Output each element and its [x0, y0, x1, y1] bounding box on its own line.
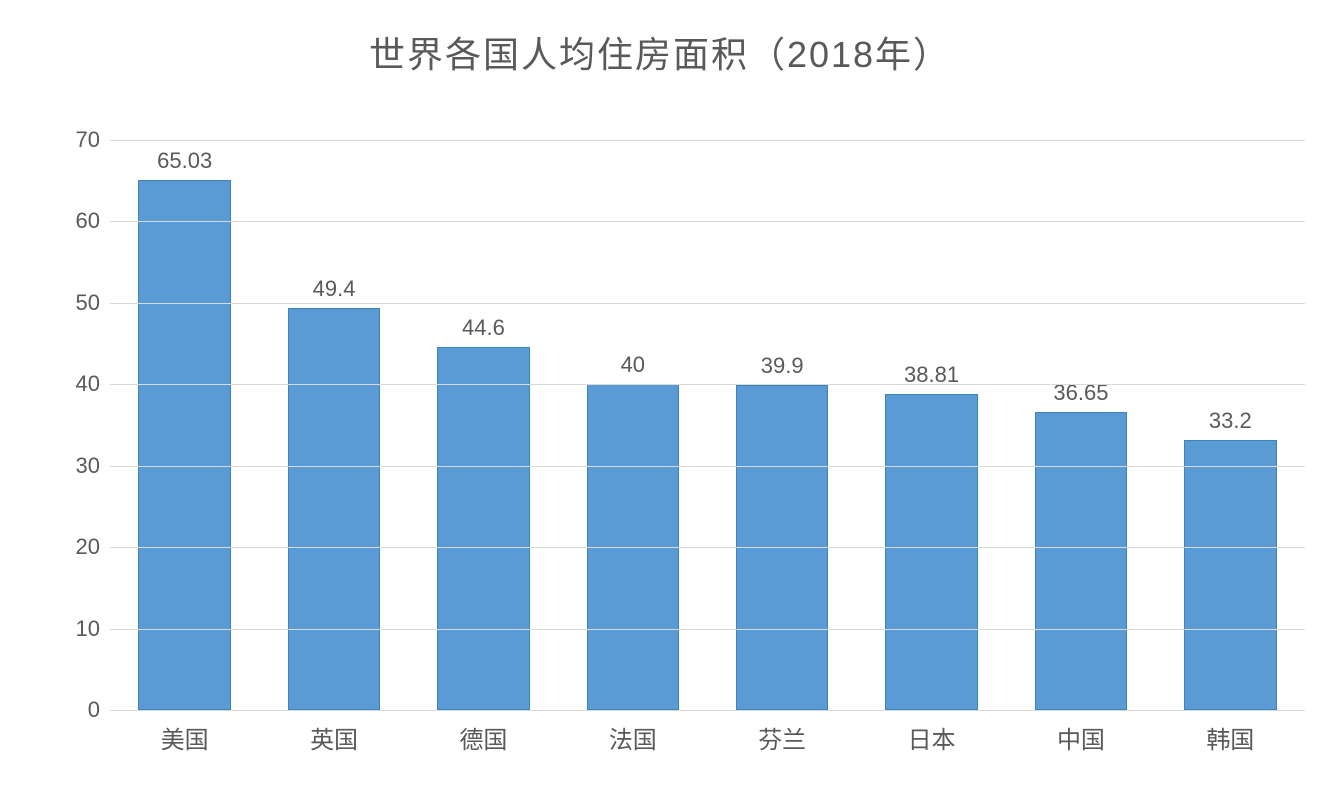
bar-value-label: 33.2: [1156, 408, 1305, 434]
bar-group: 36.65: [1006, 140, 1155, 710]
y-tick-label: 70: [55, 127, 100, 153]
bar-group: 44.6: [409, 140, 558, 710]
y-tick-label: 0: [55, 697, 100, 723]
bar: [1184, 440, 1277, 710]
x-axis-label: 韩国: [1156, 720, 1305, 755]
y-tick-label: 30: [55, 453, 100, 479]
x-axis-label: 美国: [110, 720, 259, 755]
bar-group: 49.4: [259, 140, 408, 710]
x-axis-label: 芬兰: [708, 720, 857, 755]
gridline: [110, 547, 1305, 548]
bar-value-label: 65.03: [110, 148, 259, 174]
y-tick-label: 50: [55, 290, 100, 316]
bar: [288, 308, 381, 710]
x-axis-label: 德国: [409, 720, 558, 755]
gridline: [110, 303, 1305, 304]
x-axis-label: 英国: [259, 720, 408, 755]
bar-group: 38.81: [857, 140, 1006, 710]
bar: [885, 394, 978, 710]
gridline: [110, 629, 1305, 630]
y-tick-label: 20: [55, 534, 100, 560]
gridline: [110, 221, 1305, 222]
y-tick-label: 40: [55, 371, 100, 397]
bar-group: 33.2: [1156, 140, 1305, 710]
y-tick-label: 60: [55, 208, 100, 234]
gridline: [110, 140, 1305, 141]
bars-container: 65.03 49.444.64039.938.8136.6533.2: [110, 140, 1305, 710]
bar-value-label: 49.4: [259, 276, 408, 302]
bar-value-label: 40: [558, 352, 707, 378]
bar-value-label: 39.9: [708, 353, 857, 379]
chart-title: 世界各国人均住房面积（2018年）: [0, 26, 1320, 78]
bar-group: 40: [558, 140, 707, 710]
x-axis-label: 日本: [857, 720, 1006, 755]
x-axis-label: 法国: [558, 720, 707, 755]
plot-area: 65.0349.444.64039.938.8136.6533.2 010203…: [110, 140, 1305, 710]
gridline: [110, 466, 1305, 467]
bar-group: 39.9: [708, 140, 857, 710]
gridline: [110, 384, 1305, 385]
bar: [1035, 412, 1128, 710]
bar: [437, 347, 530, 710]
bar-value-label: 44.6: [409, 315, 558, 341]
y-tick-label: 10: [55, 616, 100, 642]
gridline: [110, 710, 1305, 711]
x-axis-label: 中国: [1006, 720, 1155, 755]
x-axis-labels: 美国英国德国法国芬兰日本中国韩国: [110, 720, 1305, 755]
bar-group: 65.03: [110, 140, 259, 710]
bar: [138, 180, 231, 710]
